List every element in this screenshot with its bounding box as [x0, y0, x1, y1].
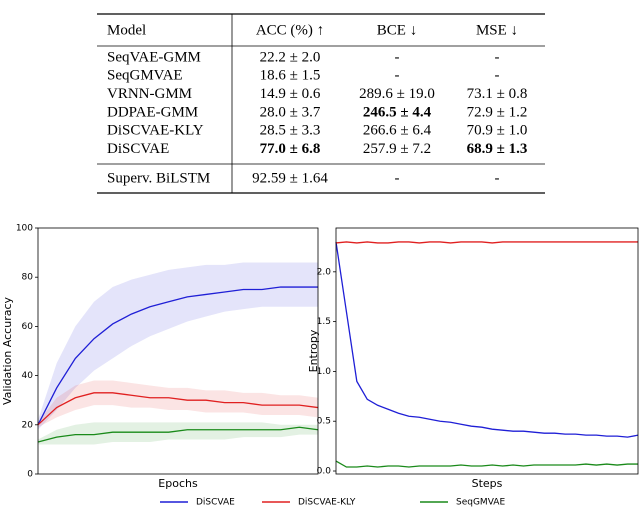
- table-cell: DDPAE-GMM: [107, 104, 198, 120]
- table-cell: SeqGMVAE: [107, 68, 183, 84]
- table-cell: 28.5 ± 3.3: [260, 123, 321, 139]
- table-cell: -: [495, 49, 500, 65]
- legend-label: DiSCVAE: [196, 498, 235, 508]
- y-tick-label: 20: [22, 420, 34, 430]
- table-cell: 68.9 ± 1.3: [467, 141, 528, 157]
- table-cell: VRNN-GMM: [107, 86, 192, 102]
- y-tick-label: 1.0: [317, 367, 332, 377]
- legend-label: DiSCVAE-KLY: [298, 498, 356, 508]
- x-axis-label: Epochs: [158, 477, 198, 490]
- table-cell: 14.9 ± 0.6: [260, 86, 321, 102]
- table-cell: DiSCVAE-KLY: [107, 123, 204, 139]
- table-cell: 22.2 ± 2.0: [260, 49, 321, 65]
- y-tick-label: 40: [22, 371, 34, 381]
- series-line: [335, 241, 639, 438]
- table-cell: -: [495, 170, 500, 186]
- y-tick-label: 0.0: [317, 467, 332, 477]
- table-cell: 92.59 ± 1.64: [252, 170, 328, 186]
- table-cell: -: [395, 68, 400, 84]
- series-line: [335, 241, 638, 244]
- y-axis-label: Entropy: [307, 329, 320, 372]
- table-cell: 77.0 ± 6.8: [260, 141, 321, 157]
- table-cell: 70.9 ± 1.0: [467, 123, 528, 139]
- x-axis-label: Steps: [472, 477, 503, 490]
- y-tick-label: 60: [22, 322, 34, 332]
- table-cell: 266.6 ± 6.4: [363, 123, 432, 139]
- confidence-band: [38, 262, 318, 430]
- table-cell: 18.6 ± 1.5: [260, 68, 321, 84]
- table-cell: BCE ↓: [377, 22, 417, 38]
- plot-frame: [335, 227, 639, 475]
- legend-label: SeqGMVAE: [456, 498, 505, 508]
- table-cell: 289.6 ± 19.0: [359, 86, 435, 102]
- y-tick-label: 0: [27, 470, 33, 480]
- table-cell: 28.0 ± 3.7: [260, 104, 321, 120]
- table-cell: 257.9 ± 7.2: [363, 141, 431, 157]
- table-cell: MSE ↓: [476, 22, 518, 38]
- series-line: [335, 460, 638, 468]
- confidence-band: [38, 380, 318, 428]
- table-cell: Superv. BiLSTM: [107, 170, 210, 186]
- table-cell: DiSCVAE: [107, 141, 169, 157]
- y-tick-label: 0.5: [317, 417, 331, 427]
- table-cell: SeqVAE-GMM: [107, 49, 201, 65]
- table-cell: -: [495, 68, 500, 84]
- table-cell: 72.9 ± 1.2: [467, 104, 528, 120]
- y-axis-label: Validation Accuracy: [1, 296, 14, 405]
- table-cell: ACC (%) ↑: [256, 22, 324, 38]
- series-line: [37, 426, 319, 443]
- table-cell: 73.1 ± 0.8: [467, 86, 528, 102]
- y-tick-label: 80: [22, 273, 34, 283]
- y-tick-label: 100: [16, 224, 33, 234]
- y-tick-label: 2.0: [317, 267, 332, 277]
- table-cell: 246.5 ± 4.4: [363, 104, 432, 120]
- y-tick-label: 1.5: [317, 317, 331, 327]
- chart: 0 20 40 60 80 100 Epochs Validation Accuracy: [1, 224, 319, 490]
- table-cell: -: [395, 170, 400, 186]
- table-cell: -: [395, 49, 400, 65]
- table-cell: Model: [107, 22, 146, 38]
- chart: 0.0 0.5 1.0 1.5 2.0 Steps Entropy: [307, 227, 639, 490]
- series-line: [37, 392, 319, 426]
- series-line: [37, 286, 318, 426]
- plot-frame: [37, 227, 319, 475]
- confidence-band: [38, 422, 318, 445]
